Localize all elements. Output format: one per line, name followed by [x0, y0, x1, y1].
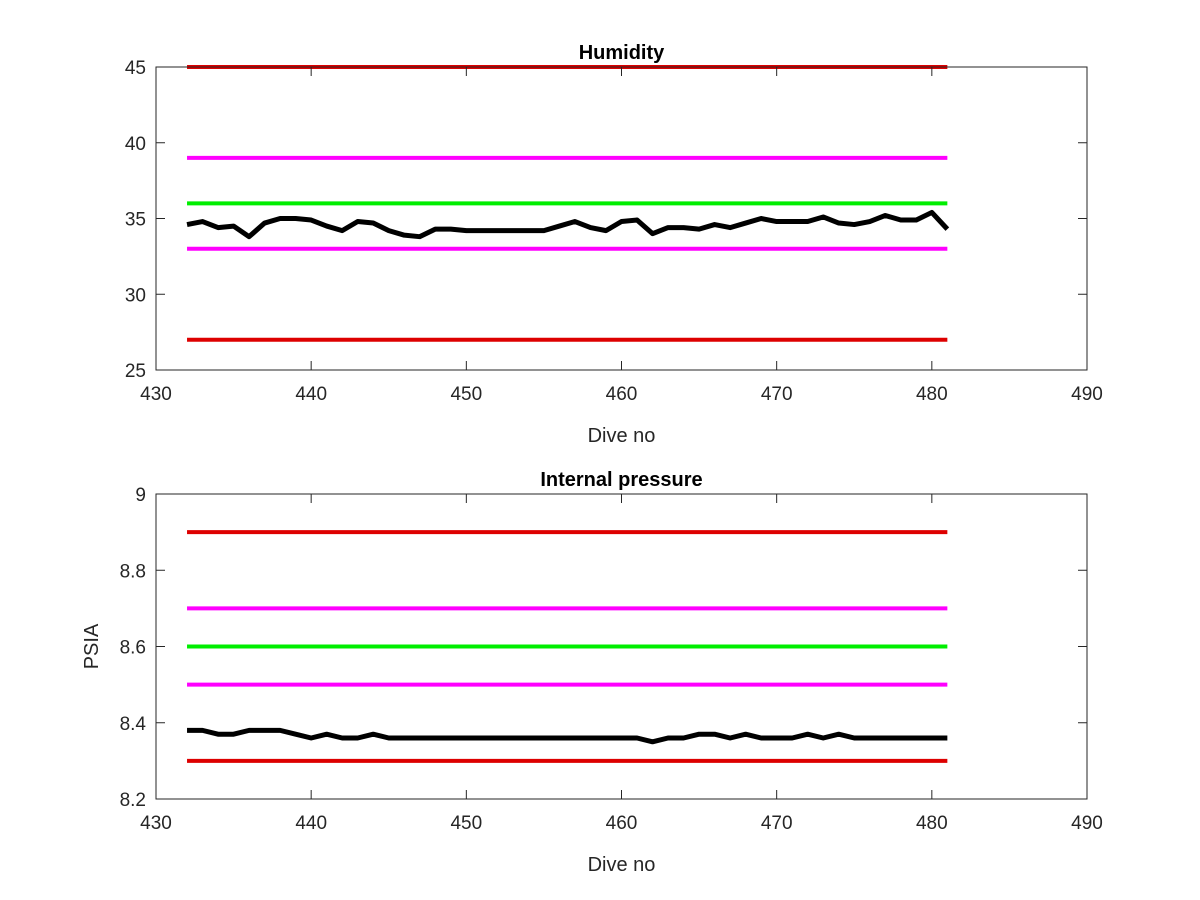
chart2-title: Internal pressure: [540, 469, 702, 491]
chart1-ytick-label: 25: [125, 361, 146, 382]
chart1-ytick-label: 40: [125, 134, 146, 155]
chart1-xtick-label: 450: [450, 384, 482, 405]
chart2-xtick-label: 490: [1071, 813, 1103, 834]
chart2-ylabel: PSIA: [81, 623, 103, 669]
chart2-xtick-label: 450: [450, 813, 482, 834]
chart2-ytick-label: 8.6: [120, 638, 146, 659]
chart2-xtick-label: 440: [295, 813, 327, 834]
chart2-xtick-label: 460: [606, 813, 638, 834]
chart2-xlabel: Dive no: [588, 854, 656, 876]
chart1-ytick-label: 45: [125, 58, 146, 79]
chart1-ytick-label: 35: [125, 210, 146, 231]
chart2-series-6-line: [187, 727, 948, 745]
chart1-ytick-label: 30: [125, 285, 146, 306]
chart2-xtick-label: 430: [140, 813, 172, 834]
chart2-ytick-label: 8.4: [120, 714, 147, 735]
chart1-xtick-label: 460: [606, 384, 638, 405]
chart1-xlabel: Dive no: [588, 425, 656, 447]
chart2-xtick-label: 470: [761, 813, 793, 834]
chart1-xtick-label: 490: [1071, 384, 1103, 405]
chart2-xtick-label: 480: [916, 813, 948, 834]
chart2-ytick-label: 9: [135, 485, 146, 506]
chart2-ytick-label: 8.2: [120, 790, 146, 811]
chart1-xtick-label: 440: [295, 384, 327, 405]
chart1-xtick-label: 430: [140, 384, 172, 405]
chart2-ytick-label: 8.8: [120, 561, 146, 582]
chart1-title: Humidity: [579, 42, 665, 64]
chart1-xtick-label: 480: [916, 384, 948, 405]
chart1-xtick-label: 470: [761, 384, 793, 405]
chart1-series-6-line: [186, 209, 950, 240]
